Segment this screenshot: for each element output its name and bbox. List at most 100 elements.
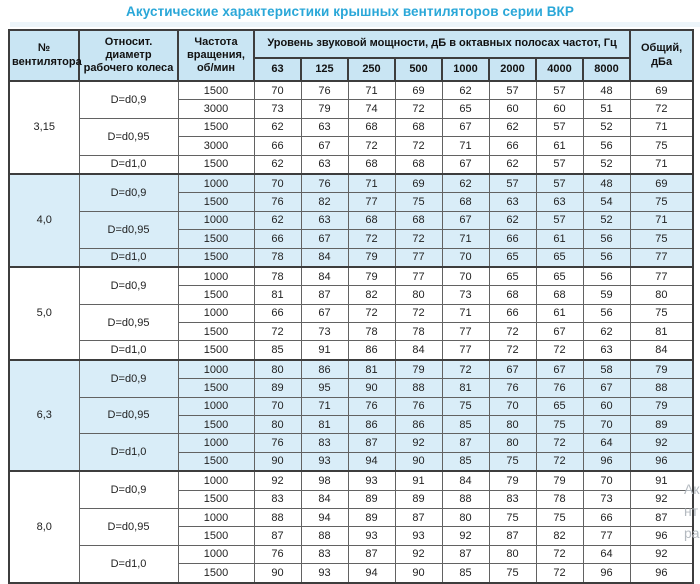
rpm-cell: 1000 bbox=[177, 358, 255, 380]
diameter-cell: D=d0,9 bbox=[78, 470, 179, 509]
spl-cell-63hz: 87 bbox=[253, 526, 302, 546]
total-dba-cell: 96 bbox=[629, 451, 694, 472]
spl-cell-8000hz: 54 bbox=[582, 192, 631, 212]
watermark-line: Ак bbox=[684, 481, 700, 497]
rpm-cell: 1500 bbox=[177, 192, 255, 212]
spl-cell-4000hz: 65 bbox=[535, 396, 584, 417]
spl-cell-250hz: 77 bbox=[347, 192, 396, 212]
spl-cell-1000hz: 77 bbox=[441, 340, 490, 361]
spl-cell-4000hz: 79 bbox=[535, 470, 584, 491]
spl-cell-2000hz: 67 bbox=[488, 358, 537, 380]
spl-cell-63hz: 70 bbox=[253, 172, 302, 194]
spl-cell-250hz: 72 bbox=[347, 136, 396, 156]
table-row: 8,0 D=d0,9 1000 92 98 93 91 84 79 79 70 91 bbox=[8, 470, 694, 584]
diameter-cell: D=d1,0 bbox=[78, 247, 179, 268]
spl-cell-125hz: 73 bbox=[300, 322, 349, 342]
diameter-cell: D=d0,95 bbox=[78, 117, 179, 156]
total-dba-cell: 91 bbox=[629, 470, 694, 491]
total-dba-cell: 96 bbox=[629, 563, 694, 584]
acoustic-table: № вентилятора Относит. диаметр рабочего … bbox=[8, 29, 695, 584]
spl-cell-250hz: 79 bbox=[347, 247, 396, 268]
spl-cell-1000hz: 67 bbox=[441, 154, 490, 175]
table-row: D=d0,95 1000 66 67 72 72 71 66 61 56 75 bbox=[9, 303, 694, 342]
spl-cell-63hz: 81 bbox=[253, 285, 302, 305]
diameter-cell: D=d0,9 bbox=[78, 265, 179, 305]
spl-cell-4000hz: 76 bbox=[535, 378, 584, 398]
spl-cell-2000hz: 57 bbox=[488, 80, 537, 101]
rpm-cell: 1500 bbox=[177, 378, 255, 398]
spl-cell-500hz: 78 bbox=[394, 322, 443, 342]
spl-cell-250hz: 74 bbox=[347, 99, 396, 119]
col-header-freq-125: 125 bbox=[300, 57, 349, 82]
rpm-cell: 3000 bbox=[177, 136, 255, 156]
spl-cell-500hz: 69 bbox=[394, 80, 443, 101]
spl-cell-4000hz: 72 bbox=[535, 563, 584, 584]
spl-cell-2000hz: 79 bbox=[488, 470, 537, 491]
spl-cell-2000hz: 60 bbox=[488, 99, 537, 119]
table-row: D=d0,95 1000 62 63 68 68 67 62 57 52 71 bbox=[9, 210, 694, 249]
spl-cell-63hz: 85 bbox=[253, 340, 302, 361]
total-dba-cell: 79 bbox=[629, 358, 694, 380]
spl-cell-4000hz: 57 bbox=[535, 210, 584, 231]
spl-cell-4000hz: 72 bbox=[535, 340, 584, 361]
col-header-total-dba: Общий, дБа bbox=[629, 29, 695, 82]
spl-cell-4000hz: 72 bbox=[535, 433, 584, 453]
col-header-freq-250: 250 bbox=[347, 57, 396, 82]
spl-cell-125hz: 95 bbox=[300, 378, 349, 398]
table-row: 4,0 D=d0,9 1000 70 76 71 69 62 57 57 48 69 bbox=[8, 172, 694, 268]
rpm-cell: 1000 bbox=[177, 544, 255, 565]
spl-cell-63hz: 73 bbox=[253, 99, 302, 119]
spl-cell-2000hz: 65 bbox=[488, 247, 537, 268]
spl-cell-2000hz: 66 bbox=[488, 303, 537, 324]
spl-cell-125hz: 84 bbox=[300, 265, 349, 287]
total-dba-cell: 75 bbox=[629, 192, 694, 212]
table-row: D=d1,0 1500 78 84 79 77 70 65 65 56 77 bbox=[9, 247, 694, 268]
spl-cell-8000hz: 56 bbox=[582, 303, 631, 324]
total-dba-cell: 88 bbox=[629, 378, 694, 398]
spl-cell-4000hz: 57 bbox=[535, 154, 584, 175]
spl-cell-125hz: 93 bbox=[300, 451, 349, 472]
spl-cell-250hz: 76 bbox=[347, 396, 396, 417]
spl-cell-1000hz: 88 bbox=[441, 489, 490, 509]
spl-cell-1000hz: 71 bbox=[441, 136, 490, 156]
spl-cell-8000hz: 52 bbox=[582, 117, 631, 138]
spl-cell-125hz: 84 bbox=[300, 489, 349, 509]
spl-cell-1000hz: 84 bbox=[441, 470, 490, 491]
table-row: D=d1,0 1000 76 83 87 92 87 80 72 64 92 bbox=[9, 433, 694, 472]
spl-cell-63hz: 62 bbox=[253, 117, 302, 138]
spl-cell-250hz: 82 bbox=[347, 285, 396, 305]
spl-cell-8000hz: 62 bbox=[582, 322, 631, 342]
spl-cell-63hz: 70 bbox=[253, 396, 302, 417]
spl-cell-63hz: 76 bbox=[253, 433, 302, 453]
table-row: D=d0,95 1000 70 71 76 76 75 70 65 60 79 bbox=[9, 396, 694, 435]
spl-cell-4000hz: 61 bbox=[535, 136, 584, 156]
spl-cell-250hz: 86 bbox=[347, 415, 396, 435]
watermark-line: ра bbox=[684, 525, 700, 541]
spl-cell-250hz: 81 bbox=[347, 358, 396, 380]
spl-cell-8000hz: 59 bbox=[582, 285, 631, 305]
spl-cell-2000hz: 66 bbox=[488, 136, 537, 156]
spl-cell-500hz: 72 bbox=[394, 99, 443, 119]
rpm-cell: 1500 bbox=[177, 247, 255, 268]
total-dba-cell: 71 bbox=[629, 210, 694, 231]
total-dba-cell: 87 bbox=[629, 507, 694, 528]
col-header-rel-diameter: Относит. диаметр рабочего колеса bbox=[78, 29, 179, 82]
spl-cell-8000hz: 60 bbox=[582, 396, 631, 417]
spl-cell-1000hz: 62 bbox=[441, 172, 490, 194]
rpm-cell: 1000 bbox=[177, 303, 255, 324]
spl-cell-1000hz: 70 bbox=[441, 265, 490, 287]
total-dba-cell: 84 bbox=[629, 340, 694, 361]
spl-cell-63hz: 66 bbox=[253, 136, 302, 156]
spl-cell-250hz: 71 bbox=[347, 80, 396, 101]
spl-cell-1000hz: 85 bbox=[441, 415, 490, 435]
spl-cell-2000hz: 83 bbox=[488, 489, 537, 509]
col-header-sound-power-group: Уровень звуковой мощности, дБ в октавных… bbox=[252, 29, 632, 59]
total-dba-cell: 77 bbox=[629, 247, 694, 268]
spl-cell-125hz: 81 bbox=[300, 415, 349, 435]
total-dba-cell: 79 bbox=[629, 396, 694, 417]
total-dba-cell: 89 bbox=[629, 415, 694, 435]
rpm-cell: 1500 bbox=[177, 563, 255, 584]
spl-cell-2000hz: 63 bbox=[488, 192, 537, 212]
spl-cell-8000hz: 56 bbox=[582, 136, 631, 156]
fan-number-cell: 8,0 bbox=[8, 470, 80, 584]
